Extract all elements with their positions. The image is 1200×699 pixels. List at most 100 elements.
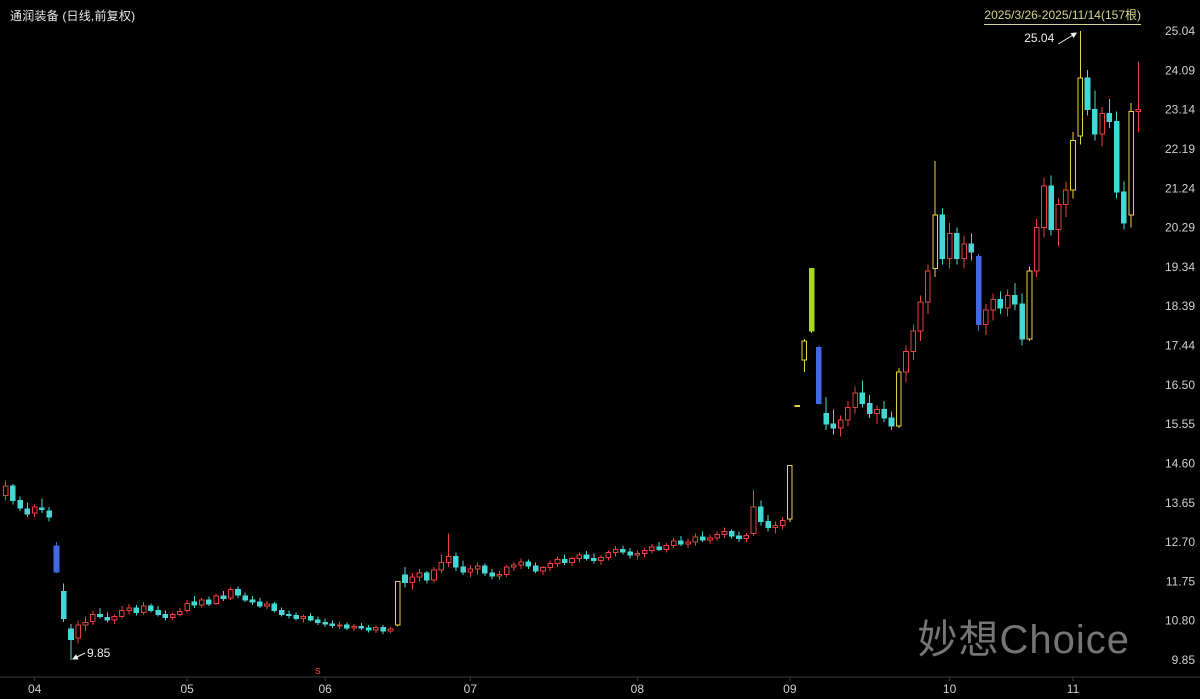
candle[interactable] bbox=[946, 223, 953, 269]
candle[interactable] bbox=[111, 614, 118, 624]
candle[interactable] bbox=[489, 568, 495, 580]
candle[interactable] bbox=[924, 264, 931, 315]
candle[interactable] bbox=[1004, 289, 1011, 317]
candle[interactable] bbox=[590, 553, 597, 564]
candle[interactable] bbox=[881, 401, 888, 422]
candle[interactable] bbox=[351, 623, 357, 632]
candle[interactable] bbox=[714, 531, 721, 542]
candle[interactable] bbox=[409, 573, 416, 590]
candle[interactable] bbox=[482, 563, 488, 576]
candle[interactable] bbox=[728, 529, 735, 539]
candle[interactable] bbox=[24, 502, 31, 518]
candle[interactable] bbox=[707, 534, 713, 545]
candle[interactable] bbox=[808, 268, 815, 333]
candle[interactable] bbox=[895, 368, 902, 429]
candle[interactable] bbox=[1113, 111, 1120, 199]
candle[interactable] bbox=[438, 554, 445, 574]
candle[interactable] bbox=[874, 405, 880, 424]
candle[interactable] bbox=[1048, 175, 1055, 236]
candle[interactable] bbox=[336, 621, 343, 629]
candle[interactable] bbox=[344, 622, 350, 630]
candle[interactable] bbox=[53, 541, 60, 574]
candle[interactable] bbox=[133, 604, 140, 616]
candle[interactable] bbox=[816, 345, 822, 405]
candle[interactable] bbox=[249, 595, 256, 605]
candle[interactable] bbox=[431, 566, 437, 583]
candle[interactable] bbox=[75, 620, 82, 644]
candle[interactable] bbox=[213, 593, 220, 605]
candle[interactable] bbox=[612, 546, 619, 557]
candle[interactable] bbox=[888, 411, 895, 431]
candle[interactable] bbox=[678, 535, 684, 547]
candle[interactable] bbox=[162, 610, 169, 621]
candle[interactable] bbox=[60, 583, 67, 622]
candle[interactable] bbox=[198, 597, 205, 608]
candle[interactable] bbox=[394, 580, 401, 627]
candle[interactable] bbox=[1084, 69, 1091, 116]
candle[interactable] bbox=[453, 552, 459, 571]
candle[interactable] bbox=[830, 409, 837, 435]
candle[interactable] bbox=[373, 625, 379, 634]
candle[interactable] bbox=[460, 560, 466, 576]
candle[interactable] bbox=[903, 345, 909, 383]
candle[interactable] bbox=[402, 566, 408, 588]
candle[interactable] bbox=[322, 618, 328, 627]
candle[interactable] bbox=[46, 506, 52, 522]
candle[interactable] bbox=[787, 464, 793, 523]
candle[interactable] bbox=[823, 397, 829, 431]
candle[interactable] bbox=[852, 386, 858, 414]
candle[interactable] bbox=[634, 550, 641, 560]
candle[interactable] bbox=[380, 624, 387, 634]
candle[interactable] bbox=[663, 542, 670, 553]
candle[interactable] bbox=[721, 527, 728, 538]
candle[interactable] bbox=[794, 404, 800, 407]
candle[interactable] bbox=[939, 208, 946, 265]
candle[interactable] bbox=[206, 596, 212, 607]
candle[interactable] bbox=[264, 600, 270, 610]
candle[interactable] bbox=[932, 161, 938, 277]
candle[interactable] bbox=[1012, 283, 1018, 311]
candle[interactable] bbox=[39, 498, 45, 513]
candle[interactable] bbox=[365, 624, 372, 633]
candle[interactable] bbox=[140, 602, 147, 615]
candle[interactable] bbox=[1121, 181, 1127, 230]
candle[interactable] bbox=[866, 394, 873, 418]
candle[interactable] bbox=[1070, 132, 1076, 199]
candle[interactable] bbox=[750, 490, 757, 536]
candle[interactable] bbox=[1055, 198, 1062, 246]
date-range-link[interactable]: 2025/3/26-2025/11/14(157根) bbox=[984, 6, 1141, 25]
candle[interactable] bbox=[837, 415, 844, 437]
candle[interactable] bbox=[119, 606, 125, 619]
candle[interactable] bbox=[772, 521, 779, 534]
candle[interactable] bbox=[627, 548, 633, 559]
candle[interactable] bbox=[1077, 31, 1084, 145]
candle[interactable] bbox=[2, 480, 9, 501]
candle[interactable] bbox=[1106, 98, 1113, 128]
candle[interactable] bbox=[307, 613, 314, 622]
candle[interactable] bbox=[31, 504, 38, 518]
candle[interactable] bbox=[845, 401, 851, 427]
candle[interactable] bbox=[583, 551, 590, 561]
candle[interactable] bbox=[220, 590, 227, 601]
candle[interactable] bbox=[286, 610, 292, 619]
candle[interactable] bbox=[271, 602, 278, 613]
candle[interactable] bbox=[445, 533, 452, 567]
candle[interactable] bbox=[293, 612, 299, 621]
candle[interactable] bbox=[1128, 103, 1134, 228]
candle[interactable] bbox=[496, 570, 503, 581]
candle[interactable] bbox=[89, 610, 96, 625]
candle[interactable] bbox=[1019, 293, 1025, 346]
candle[interactable] bbox=[859, 380, 866, 408]
candle[interactable] bbox=[82, 616, 89, 632]
candle[interactable] bbox=[10, 484, 16, 505]
candle[interactable] bbox=[242, 592, 249, 603]
candle[interactable] bbox=[315, 616, 321, 625]
candle[interactable] bbox=[801, 339, 808, 373]
candle[interactable] bbox=[699, 531, 706, 542]
candle[interactable] bbox=[743, 532, 750, 542]
candle[interactable] bbox=[148, 603, 154, 613]
candle[interactable] bbox=[423, 570, 430, 584]
candle[interactable] bbox=[736, 531, 742, 542]
candle[interactable] bbox=[598, 555, 604, 565]
